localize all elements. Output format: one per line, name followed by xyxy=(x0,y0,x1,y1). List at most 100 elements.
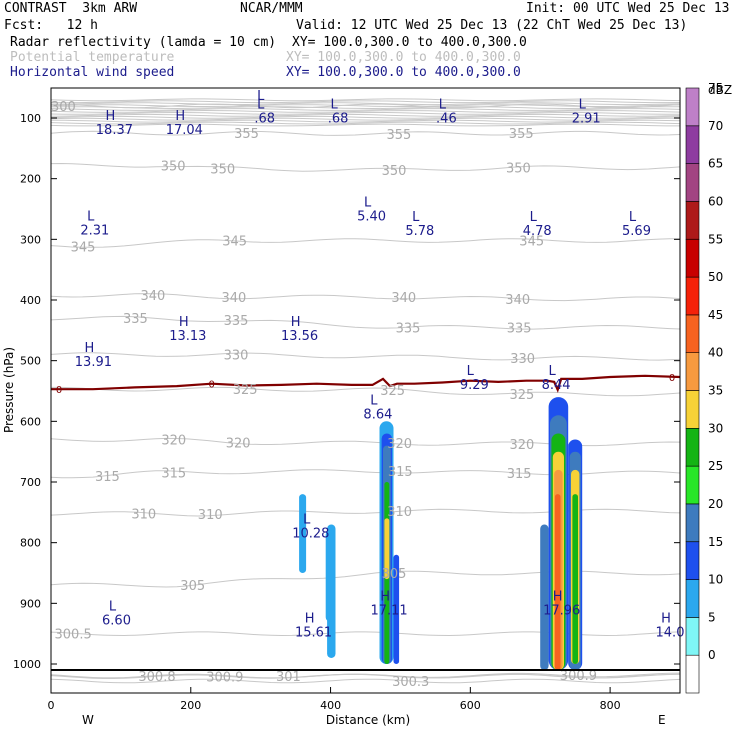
y-axis-title: Pressure (hPa) xyxy=(2,347,16,433)
wind-extremum-value: 17.11 xyxy=(370,603,407,618)
colorbar-tick-label: 0 xyxy=(708,648,716,662)
valid-time: Valid: 12 UTC Wed 25 Dec 13 (22 ChT Wed … xyxy=(296,18,688,33)
theta-contour-upper xyxy=(51,119,680,123)
init-time: Init: 00 UTC Wed 25 Dec 13 xyxy=(526,1,730,16)
colorbar-tick-label: 15 xyxy=(708,535,723,549)
theta-label: 330 xyxy=(510,352,535,367)
theta-label: 345 xyxy=(519,235,544,250)
y-tick-label: 600 xyxy=(20,415,41,428)
freezing-level-label: 0 xyxy=(669,373,675,384)
theta-label: 300 xyxy=(51,100,76,115)
theta-label: 350 xyxy=(161,159,186,174)
theta-label: 340 xyxy=(141,289,166,304)
theta-label: 300.3 xyxy=(392,675,429,690)
theta-contour-330 xyxy=(51,352,680,361)
colorbar-tick-label: 20 xyxy=(708,497,723,511)
plot-frame xyxy=(50,87,681,694)
reflectivity-cell xyxy=(325,530,335,622)
theta-contour-upper xyxy=(51,104,680,107)
wind-extremum-value: 5.40 xyxy=(357,210,386,225)
wind-extremum-value: 13.91 xyxy=(75,355,112,370)
wind-extremum-marker: H xyxy=(179,315,189,330)
theta-label: 300.9 xyxy=(560,669,597,684)
theta-contour-305 xyxy=(51,570,680,588)
theta-contour-upper xyxy=(51,102,680,106)
theta-contour-300.5 xyxy=(51,631,680,637)
theta-contour-upper xyxy=(51,111,680,115)
theta-label: 325 xyxy=(380,384,405,399)
theta-label: 300.8 xyxy=(138,670,175,685)
theta-label: 335 xyxy=(224,314,249,329)
freezing-level-line: 0 0 0 xyxy=(51,373,680,396)
theta-label: 335 xyxy=(507,321,532,336)
x-tick-label: 400 xyxy=(320,699,341,712)
theta-contour-325 xyxy=(51,386,680,397)
wind-extremum-marker: L xyxy=(629,210,637,225)
theta-label: 325 xyxy=(233,383,258,398)
theta-contour-340 xyxy=(51,293,680,302)
colorbar-swatch xyxy=(685,503,700,542)
y-tick-label: 400 xyxy=(20,294,41,307)
wind-extremum-value: 2.31 xyxy=(80,224,109,239)
wind-extremum-marker: L xyxy=(303,512,311,527)
colorbar-swatch xyxy=(685,427,700,467)
reflectivity-cell xyxy=(299,494,307,573)
theta-contour-300.9 xyxy=(51,672,680,679)
theta-contour-upper xyxy=(51,113,680,117)
colorbar-swatch xyxy=(685,465,700,505)
y-tick-label: 800 xyxy=(20,537,41,550)
axes: 100 200 300 400 500 600 700 800 900 1000 0 200 400 60… xyxy=(13,112,680,712)
colorbar-swatch xyxy=(685,617,700,656)
theta-contour-upper xyxy=(51,108,680,111)
wind-extremum-marker: H xyxy=(85,341,95,356)
x-tick-label: 800 xyxy=(600,699,621,712)
theta-label: 305 xyxy=(180,579,205,594)
theta-label: 310 xyxy=(131,508,156,523)
colorbar-swatch xyxy=(685,163,700,202)
wind-extremum-marker: H xyxy=(175,109,185,124)
wind-extremum-value: 13.56 xyxy=(281,329,318,344)
wind-extremum-value: 14.0 xyxy=(656,626,685,641)
theta-label: 301 xyxy=(276,670,301,685)
theta-contour-labels: 355 355 355 350 350 350 350 345 345 345 340 340 340 3… xyxy=(51,100,597,690)
forecast-hour: Fcst: 12 h xyxy=(4,18,98,33)
wind-extremum-value: 4.78 xyxy=(523,224,552,239)
theta-label: 320 xyxy=(510,438,535,453)
reflectivity-cell xyxy=(540,524,549,671)
wind-extremum-marker: H xyxy=(106,109,116,124)
east-label: E xyxy=(658,713,666,727)
x-tick-label: 600 xyxy=(460,699,481,712)
colorbar-tick-label: 10 xyxy=(708,573,723,587)
theta-contour-300.3 xyxy=(51,678,680,684)
theta-label: 300.9 xyxy=(206,671,243,686)
colorbar-tick-label: 65 xyxy=(708,157,723,171)
wind-extremum-marker: L xyxy=(87,210,95,225)
wind-extremum-value: 9.29 xyxy=(460,378,489,393)
wind-extremum-marker: H xyxy=(661,612,671,627)
freezing-level-label: 0 xyxy=(209,380,215,391)
theta-label: 325 xyxy=(510,388,535,403)
wind-extremum-value: 17.96 xyxy=(543,603,580,618)
theta-label: 300.5 xyxy=(55,628,92,643)
y-tick-label: 1000 xyxy=(13,658,41,671)
colorbar-tick-label: 45 xyxy=(708,308,723,322)
wind-extremum-marker: L xyxy=(548,364,556,379)
colorbar-tick-label: 70 xyxy=(708,119,723,133)
wind-extremum-marker: L xyxy=(530,210,538,225)
colorbar-swatch xyxy=(685,579,700,618)
wind-extremum-marker: L xyxy=(330,97,338,112)
theta-label: 355 xyxy=(509,127,534,142)
theta-contour-upper xyxy=(51,123,680,127)
y-tick-label: 700 xyxy=(20,476,41,489)
org-label: NCAR/MMM xyxy=(240,1,303,16)
wind-extremum-marker: L xyxy=(364,196,372,211)
theta-contour-320 xyxy=(51,437,680,447)
theta-label: 345 xyxy=(222,235,247,250)
y-tick-label: 900 xyxy=(20,597,41,610)
theta-contour-300 xyxy=(51,103,680,109)
theta-label: 310 xyxy=(198,508,223,523)
theta-label: 335 xyxy=(123,312,148,327)
model-title: CONTRAST 3km ARW xyxy=(4,1,138,16)
wind-extremum-value: 8.44 xyxy=(542,378,571,393)
